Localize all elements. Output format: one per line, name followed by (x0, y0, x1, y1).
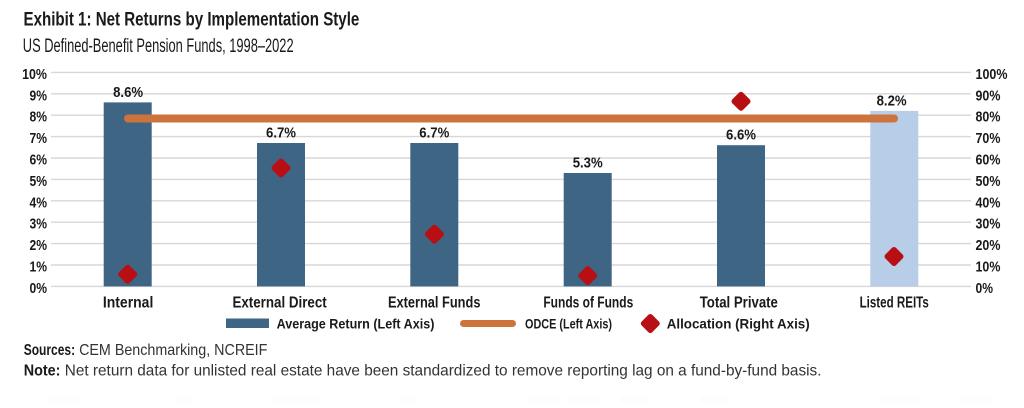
svg-text:0%: 0% (976, 280, 994, 297)
svg-text:1%: 1% (30, 259, 48, 276)
svg-text:8%: 8% (30, 109, 48, 126)
svg-text:Funds of Funds: Funds of Funds (543, 295, 633, 312)
svg-text:100%: 100% (976, 66, 1008, 83)
svg-text:20%: 20% (976, 237, 1001, 254)
svg-text:External Funds: External Funds (388, 295, 481, 312)
svg-text:ODCE (Left Axis): ODCE (Left Axis) (525, 316, 612, 332)
svg-text:9%: 9% (30, 87, 48, 104)
svg-text:80%: 80% (976, 109, 1001, 126)
svg-text:6.7%: 6.7% (419, 125, 449, 142)
svg-text:Listed REITs: Listed REITs (860, 295, 929, 312)
svg-text:3%: 3% (30, 216, 48, 233)
svg-text:6.6%: 6.6% (726, 127, 756, 144)
svg-text:External Direct: External Direct (232, 295, 327, 312)
svg-text:8.6%: 8.6% (113, 84, 143, 101)
svg-text:4%: 4% (30, 194, 48, 211)
svg-text:8.2%: 8.2% (877, 92, 907, 109)
svg-text:Internal: Internal (103, 295, 154, 312)
svg-text:60%: 60% (976, 152, 1001, 169)
svg-text:US Defined-Benefit Pension Fun: US Defined-Benefit Pension Funds, 1998–2… (23, 36, 294, 57)
svg-text:Total Private: Total Private (700, 295, 778, 312)
svg-text:30%: 30% (976, 216, 1001, 233)
svg-text:10%: 10% (22, 66, 47, 83)
svg-text:6.7%: 6.7% (266, 125, 296, 142)
svg-text:50%: 50% (976, 173, 1001, 190)
svg-text:Average Return (Left Axis): Average Return (Left Axis) (277, 316, 435, 332)
svg-text:7%: 7% (30, 130, 48, 147)
svg-text:Sources: CEM Benchmarking, NCR: Sources: CEM Benchmarking, NCREIF (24, 342, 268, 359)
svg-text:70%: 70% (976, 130, 1001, 147)
svg-text:5%: 5% (30, 173, 48, 190)
svg-text:90%: 90% (976, 87, 1001, 104)
svg-text:2%: 2% (30, 237, 48, 254)
svg-text:0%: 0% (30, 280, 48, 297)
svg-text:Note: Net return data for unli: Note: Net return data for unlisted real … (24, 363, 822, 380)
svg-text:Exhibit 1: Net Returns by Impl: Exhibit 1: Net Returns by Implementation… (24, 9, 360, 30)
svg-text:5.3%: 5.3% (573, 155, 603, 172)
svg-text:6%: 6% (30, 152, 48, 169)
svg-text:Allocation (Right Axis): Allocation (Right Axis) (667, 316, 810, 332)
svg-text:40%: 40% (976, 194, 1001, 211)
svg-text:10%: 10% (976, 259, 1001, 276)
